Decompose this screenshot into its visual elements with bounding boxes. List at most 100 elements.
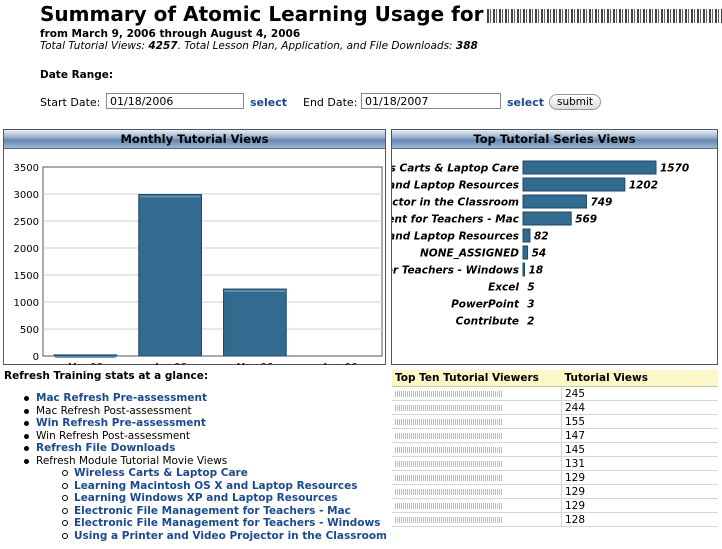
redaction-mark (395, 474, 503, 481)
series-category-label: for Teachers - Windows (392, 265, 519, 277)
series-value-label: 1570 (660, 163, 689, 175)
y-tick-label: 2000 (14, 244, 39, 255)
total-views-value: 4257 (148, 40, 178, 52)
module-item[interactable]: Learning Windows XP and Laptop Resources (60, 492, 387, 505)
end-date-select-link[interactable]: select (507, 96, 545, 109)
glance-item[interactable]: Mac Refresh Pre-assessment (22, 392, 387, 405)
date-range-label: Date Range: (40, 69, 114, 81)
series-value-label: 82 (534, 231, 549, 243)
viewer-views-cell: 244 (561, 400, 718, 415)
y-tick-label: 3500 (14, 163, 39, 174)
viewer-views-cell: 128 (561, 512, 718, 527)
series-value-label: 5 (527, 282, 534, 294)
redaction-mark (395, 404, 503, 411)
redaction-mark (395, 446, 503, 453)
glance-text: Mac Refresh Post-assessment (36, 404, 192, 417)
module-link[interactable]: Learning Macintosh OS X and Laptop Resou… (74, 479, 358, 492)
glance-link[interactable]: Refresh File Downloads (36, 442, 176, 454)
redaction-mark (395, 460, 503, 467)
bar (53, 354, 118, 357)
glance-list: Mac Refresh Pre-assessment Mac Refresh Po… (22, 392, 387, 542)
start-date-select-link[interactable]: select (250, 96, 288, 109)
series-value-label: 18 (529, 265, 544, 277)
redacted-viewer-name (392, 400, 562, 415)
col-header-viewer: Top Ten Tutorial Viewers (392, 370, 562, 387)
table-row: 129 (392, 484, 718, 499)
module-item[interactable]: Electronic File Management for Teachers … (60, 517, 387, 530)
col-header-views: Tutorial Views (561, 370, 718, 387)
start-date-label: Start Date: (40, 96, 101, 109)
table-row: 155 (392, 414, 718, 429)
redaction-mark (395, 488, 503, 495)
module-link[interactable]: Electronic File Management for Teachers … (74, 517, 381, 529)
redacted-viewer-name (392, 386, 562, 401)
series-category-label: PowerPoint (451, 299, 520, 311)
y-tick-label: 1500 (14, 271, 39, 282)
redacted-viewer-name (392, 456, 562, 471)
series-bar (522, 262, 526, 277)
totals-line: Total Tutorial Views: 4257. Total Lesson… (40, 40, 722, 52)
viewer-views-cell: 129 (561, 470, 718, 485)
module-item[interactable]: Using a Printer and Video Projector in t… (60, 530, 387, 543)
end-date-input[interactable] (361, 93, 501, 109)
redaction-mark (395, 432, 503, 439)
top-viewers-table: Top Ten Tutorial Viewers Tutorial Views … (392, 370, 718, 527)
redacted-viewer-name (392, 484, 562, 499)
module-link[interactable]: Wireless Carts & Laptop Care (74, 467, 248, 479)
viewer-views-cell: 145 (561, 442, 718, 457)
x-tick-label: Apr 06 (154, 362, 187, 365)
glance-text: Refresh Module Tutorial Movie Views (36, 454, 228, 467)
top-series-header: Top Tutorial Series Views (392, 130, 717, 149)
series-value-label: 2 (527, 316, 534, 328)
monthly-views-header: Monthly Tutorial Views (4, 130, 385, 149)
bar (138, 194, 202, 357)
table-row: 244 (392, 400, 718, 415)
viewer-views-cell: 129 (561, 498, 718, 513)
table-row: 131 (392, 456, 718, 471)
glance-link[interactable]: Mac Refresh Pre-assessment (36, 392, 207, 404)
module-views-sublist: Wireless Carts & Laptop Care Learning Mac… (36, 467, 387, 542)
bar-highlight (224, 290, 286, 293)
y-tick-label: 1000 (14, 298, 39, 309)
series-category-label: and Laptop Resources (392, 180, 519, 192)
redaction-mark (395, 502, 503, 509)
redacted-school-name (487, 8, 722, 23)
page-title-text: Summary of Atomic Learning Usage for (40, 2, 484, 26)
module-item[interactable]: Wireless Carts & Laptop Care (60, 467, 387, 480)
module-link[interactable]: Using a Printer and Video Projector in t… (74, 529, 388, 542)
series-bar (522, 160, 657, 175)
glance-item[interactable]: Refresh File Downloads (22, 442, 387, 455)
start-date-input[interactable] (106, 93, 244, 109)
series-bar (522, 194, 587, 209)
page-title: Summary of Atomic Learning Usage for (40, 2, 722, 26)
module-item[interactable]: Learning Macintosh OS X and Laptop Resou… (60, 480, 387, 493)
module-item[interactable]: Electronic File Management for Teachers … (60, 505, 387, 518)
series-category-label: ss Carts & Laptop Care (392, 163, 519, 175)
redaction-mark (395, 418, 503, 425)
glance-item: Win Refresh Post-assessment (22, 430, 387, 443)
bar (223, 288, 287, 357)
glance-item: Mac Refresh Post-assessment (22, 405, 387, 418)
series-value-label: 3 (527, 299, 534, 311)
viewer-views-cell: 147 (561, 428, 718, 443)
module-link[interactable]: Learning Windows XP and Laptop Resources (74, 492, 338, 504)
submit-button[interactable]: submit (549, 94, 602, 110)
series-value-label: 1202 (629, 180, 658, 192)
x-tick-label: Aug 06 (322, 362, 357, 365)
report-date-span: from March 9, 2006 through August 4, 200… (40, 28, 301, 40)
monthly-views-panel: Monthly Tutorial Views 0 500 1000 1500 2000 2… (3, 129, 386, 365)
glance-item: Refresh Module Tutorial Movie Views Wirel… (22, 455, 387, 543)
series-bar (522, 211, 572, 226)
series-bar (522, 177, 626, 192)
page-header: Summary of Atomic Learning Usage for fro… (40, 2, 722, 52)
redaction-mark (395, 516, 503, 523)
table-row: 245 (392, 386, 718, 401)
glance-item[interactable]: Win Refresh Pre-assessment (22, 417, 387, 430)
table-row: 145 (392, 442, 718, 457)
plot-area (42, 166, 383, 357)
glance-link[interactable]: Win Refresh Pre-assessment (36, 417, 206, 429)
module-link[interactable]: Electronic File Management for Teachers … (74, 504, 351, 517)
table-row: 147 (392, 428, 718, 443)
top-series-chart: ss Carts & Laptop Care 1570 and Laptop Res… (392, 160, 689, 328)
series-category-label: Excel (488, 282, 519, 294)
